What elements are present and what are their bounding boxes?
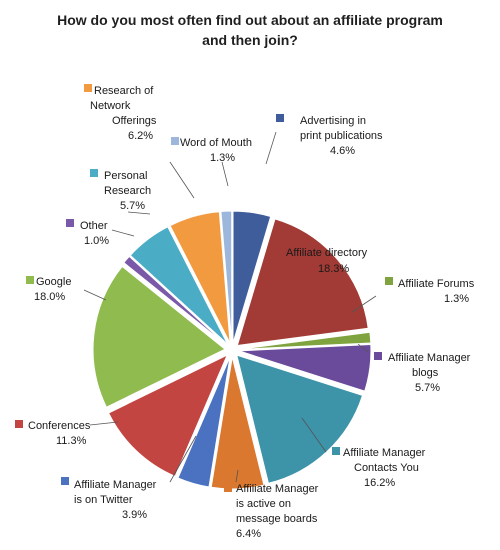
legend-swatch (276, 114, 284, 122)
slice-category-label: Other (80, 220, 108, 232)
leader-line (89, 421, 119, 426)
legend-swatch (15, 420, 23, 428)
pie-slice (107, 354, 229, 478)
slice-category-label: is active on (236, 498, 291, 510)
slice-value-label: 11.3% (56, 435, 87, 447)
slice-category-label: Google (36, 276, 71, 288)
pie-slice (238, 343, 372, 392)
slice-value-label: 3.9% (122, 509, 147, 521)
pie-slices (92, 210, 372, 490)
pie-slice (236, 354, 364, 484)
pie-slice (232, 210, 272, 344)
slice-category-label: Research of (94, 85, 154, 97)
slice-category-label: Conferences (28, 420, 91, 432)
slice-category-label: Word of Mouth (180, 137, 252, 149)
slice-category-label: Research (104, 185, 151, 197)
leader-line (169, 161, 195, 199)
legend-swatch (385, 277, 393, 285)
legend-swatch (332, 447, 340, 455)
slice-category-label: Contacts You (354, 462, 419, 474)
slice-category-label: Advertising in (300, 115, 366, 127)
slice-value-label: 1.0% (84, 235, 109, 247)
pie-slice (220, 210, 233, 344)
slice-value-label: 4.6% (330, 145, 355, 157)
slice-value-label: 1.3% (210, 152, 235, 164)
legend-swatch (66, 219, 74, 227)
slice-value-label: 6.2% (128, 130, 153, 142)
slice-category-label: Affiliate Manager (236, 483, 319, 495)
slice-category-label: Affiliate directory (286, 247, 368, 259)
leader-line (351, 295, 377, 313)
legend-swatch (224, 484, 232, 492)
slice-category-label: Offerings (112, 115, 157, 127)
slice-category-label: Affiliate Manager (388, 352, 471, 364)
chart-title-line-2: and then join? (202, 32, 298, 48)
leader-line (235, 469, 239, 483)
pie-labels: Advertising in print publications 4.6% Affi… (15, 84, 475, 540)
pie-slice (210, 356, 265, 490)
slice-category-label: Network (90, 100, 131, 112)
slice-category-label: message boards (236, 513, 318, 525)
slice-category-label: print publications (300, 130, 383, 142)
slice-category-label: Personal (104, 170, 147, 182)
slice-value-label: 18.3% (318, 263, 349, 275)
slice-value-label: 5.7% (415, 382, 440, 394)
leader-line (111, 229, 135, 237)
legend-swatch (61, 477, 69, 485)
slice-value-label: 1.3% (444, 293, 469, 305)
slice-value-label: 5.7% (120, 200, 145, 212)
slice-category-label: Affiliate Forums (398, 278, 475, 290)
chart-title-line-1: How do you most often find out about an … (57, 12, 443, 28)
pie-slice (92, 265, 226, 408)
legend-swatch (90, 169, 98, 177)
slice-value-label: 18.0% (34, 291, 65, 303)
leader-line (127, 211, 151, 215)
pie-slice (123, 255, 228, 346)
pie-slice (169, 211, 231, 344)
chart-title: How do you most often find out about an … (0, 10, 500, 50)
pie-slice (129, 226, 229, 345)
legend-swatch (84, 84, 92, 92)
leader-line (357, 343, 369, 353)
leader-line (169, 435, 197, 483)
leader-line (265, 131, 277, 165)
legend-swatch (171, 137, 179, 145)
slice-category-label: is on Twitter (74, 494, 133, 506)
leader-line (221, 161, 229, 187)
slice-value-label: 16.2% (364, 477, 395, 489)
leader-line (83, 289, 107, 301)
slice-category-label: Affiliate Manager (343, 447, 426, 459)
slice-category-label: blogs (412, 367, 439, 379)
pie-slice (238, 331, 372, 350)
slice-category-label: Affiliate Manager (74, 479, 157, 491)
legend-swatch (26, 276, 34, 284)
legend-swatch (374, 352, 382, 360)
pie-slice (236, 218, 369, 347)
leader-line (301, 417, 327, 453)
slice-value-label: 6.4% (236, 528, 261, 540)
pie-slice (177, 356, 231, 488)
